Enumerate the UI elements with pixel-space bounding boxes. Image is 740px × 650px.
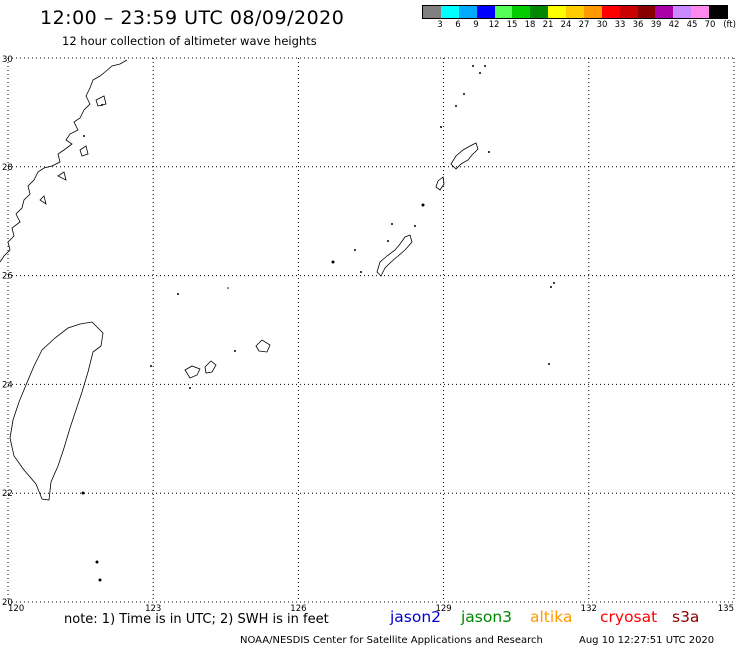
longitude-tick-label: 129 [435, 604, 451, 614]
legend-label: 27 [578, 20, 590, 30]
legend-swatch [583, 6, 602, 18]
legend-swatch [566, 6, 584, 18]
latitude-tick-label: 24 [2, 380, 13, 390]
legend-swatch [673, 6, 692, 18]
china-coastline [0, 59, 128, 263]
page-title: 12:00 – 23:59 UTC 08/09/2020 [40, 7, 345, 29]
legend-label: 30 [596, 20, 608, 30]
satellite-label-altika: altika [530, 608, 573, 626]
legend-label: 21 [542, 20, 554, 30]
legend-label: 45 [686, 20, 698, 30]
coastlines [0, 59, 479, 501]
map-ticks: 120 123 126 129 132 135 30 28 26 24 22 20 [2, 55, 734, 614]
legend-label: 24 [560, 20, 572, 30]
legend-swatch [476, 6, 495, 18]
legend-swatch [709, 6, 727, 18]
latitude-tick-label: 26 [2, 272, 13, 282]
legend-swatch [601, 6, 620, 18]
latitude-tick-label: 20 [2, 598, 13, 608]
longitude-tick-label: 123 [145, 604, 161, 614]
legend-label: 9 [473, 20, 479, 30]
longitude-tick-label: 120 [8, 604, 24, 614]
legend-swatch [655, 6, 674, 18]
longitude-tick-label: 126 [290, 604, 306, 614]
small-islands [81, 65, 555, 582]
legend-labels: (ft) 3 6 9 12 15 18 21 24 27 30 33 36 39 42 45 70 [422, 20, 736, 32]
legend-swatch [494, 6, 513, 18]
amami-island-outline [450, 142, 479, 170]
legend-label: 18 [524, 20, 536, 30]
longitude-tick-label: 135 [718, 604, 734, 614]
yaeyama-islands-outline [184, 365, 201, 379]
legend-label: 33 [614, 20, 626, 30]
latitude-tick-label: 30 [2, 55, 13, 65]
legend-swatch [530, 6, 549, 18]
legend-swatch [440, 6, 459, 18]
color-legend: (ft) 3 6 9 12 15 18 21 24 27 30 33 36 39 42 45 70 [422, 5, 736, 32]
legend-swatch [458, 6, 477, 18]
longitude-tick-label: 132 [581, 604, 597, 614]
legend-swatches [422, 5, 728, 19]
satellite-label-jason3: jason3 [461, 608, 513, 626]
legend-unit: (ft) [723, 20, 736, 30]
satellite-label-cryosat: cryosat [600, 608, 658, 626]
map-grid [7, 57, 735, 603]
legend-swatch [637, 6, 656, 18]
legend-label: 70 [704, 20, 716, 30]
latitude-tick-label: 28 [2, 163, 13, 173]
footer-timestamp: Aug 10 12:27:51 UTC 2020 [579, 635, 715, 646]
page-subtitle: 12 hour collection of altimeter wave hei… [62, 34, 317, 48]
footer-credit: NOAA/NESDIS Center for Satellite Applica… [240, 635, 543, 646]
legend-label: 36 [632, 20, 644, 30]
legend-swatch [691, 6, 709, 18]
china-coast-islands [39, 95, 107, 205]
legend-label: 6 [455, 20, 461, 30]
legend-label: 39 [650, 20, 662, 30]
legend-swatch [512, 6, 531, 18]
yakushima-outline [435, 176, 445, 191]
legend-label: 42 [668, 20, 680, 30]
miyako-island-outline [255, 339, 271, 353]
legend-label: 3 [437, 20, 443, 30]
legend-swatch [619, 6, 638, 18]
legend-label: 15 [506, 20, 518, 30]
latitude-tick-label: 22 [2, 489, 13, 499]
satellite-label-jason2: jason2 [390, 608, 442, 626]
legend-label: 12 [488, 20, 500, 30]
iriomote-outline [204, 360, 217, 374]
legend-swatch [423, 6, 441, 18]
units-note: note: 1) Time is in UTC; 2) SWH is in fe… [64, 612, 329, 627]
ryukyu-islands-outline [376, 234, 413, 277]
satellite-label-s3a: s3a [672, 608, 700, 626]
legend-swatch [548, 6, 566, 18]
taiwan-coastline [9, 321, 104, 501]
